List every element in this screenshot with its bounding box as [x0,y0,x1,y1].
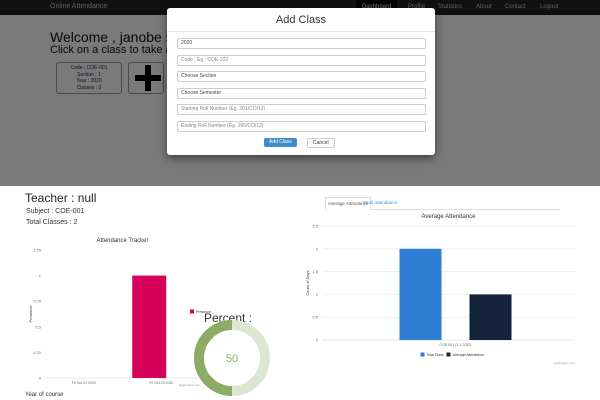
bar [132,275,167,378]
tab[interactable]: Stroll Attendance [363,200,398,205]
legend-swatch [420,352,425,357]
cancel-button[interactable]: Cancel [307,138,335,148]
y-tick-label: 0.25 [33,350,42,355]
modal-title: Add Class [275,14,327,26]
donut-arc [194,320,233,396]
total-classes: Total Classes : 2 [26,219,78,226]
y-axis-title: Presence [28,305,33,323]
y-tick-label: 0.5 [312,315,318,320]
select[interactable]: Choose Semester [177,88,426,99]
footer-text: Year of course [25,392,64,398]
subject: Subject : COE-001 [26,208,85,215]
input[interactable]: Ending Roll Number (Eg. 265/CO/12) [177,121,426,132]
bar [399,248,442,340]
dashboard: Online Attendance Dashboard Profile Stat… [0,0,600,186]
y-tick-label: 1.5 [312,269,318,274]
y-tick-label: 1.25 [33,248,42,253]
legend-swatch [190,309,194,314]
donut-value: 50 [226,353,238,365]
credits: Highcharts.com [179,383,200,387]
y-tick-label: 1 [39,273,42,278]
y-axis-title: Count of Days [305,270,310,295]
y-tick-label: 2 [316,246,319,251]
add-button[interactable]: Add Class [264,138,297,147]
legend-label: Presence [196,310,211,314]
y-tick-label: 0 [39,376,42,381]
chart-title: Attendance Tracker [96,238,148,244]
select[interactable]: 2020 [177,38,426,49]
credits: Highcharts.com [554,361,575,365]
input[interactable]: Code , Eg : COE-322 [177,55,426,66]
y-tick-label: 0.75 [33,299,42,304]
tabs: Average Attendance Stroll Attendance [325,197,560,210]
y-tick-label: 2.5 [312,224,318,229]
legend-swatch [446,352,451,357]
tab[interactable]: Average Attendance [325,197,372,210]
divider [167,31,435,32]
legend-label: Total Class [427,353,444,357]
modal: Add Class 2020 Code , Eg : COE-322 Choos… [167,8,435,155]
x-tick-label: Fri Oct 23 2020 [149,381,173,385]
y-tick-label: 0 [316,338,319,343]
legend-label: Average Attendance [453,353,485,357]
chart-title: Average Attendance [422,214,477,220]
x-tick-label: Fri Oct 23 2020 [72,381,96,385]
bar [469,294,512,340]
input[interactable]: Starting Roll Number (Eg. 201/CO/12) [177,104,426,115]
select[interactable]: Choose Section [177,71,426,82]
y-tick-label: 0.5 [35,324,41,329]
y-tick-label: 1 [316,292,319,297]
x-tick-label: COE-001 (1-1-2020) [440,343,472,347]
teacher: Teacher : null [25,191,97,205]
